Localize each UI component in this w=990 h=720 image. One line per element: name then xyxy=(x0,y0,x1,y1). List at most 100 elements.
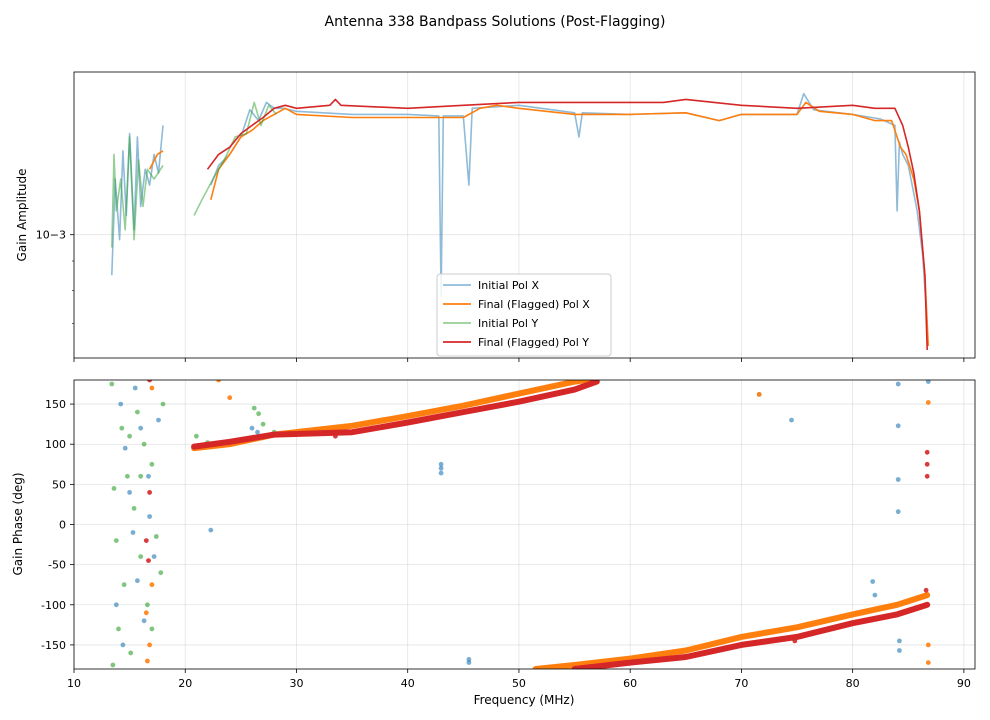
x-tick-label: 40 xyxy=(401,677,415,690)
phase-point-initial_y xyxy=(125,473,130,479)
phase-point-initial_x xyxy=(895,381,901,387)
phase-point-initial_x xyxy=(141,618,147,624)
amp-series-line-final_x xyxy=(148,150,164,170)
phase-dense-track-final_y xyxy=(571,601,931,669)
x-tick-label: 90 xyxy=(957,677,971,690)
amplitude-y-label: Gain Amplitude xyxy=(15,169,29,262)
phase-point-initial_x xyxy=(438,470,444,476)
phase-point-initial_x xyxy=(895,477,901,482)
amp-series-line-initial_x xyxy=(210,92,928,324)
legend-box xyxy=(436,273,612,357)
phase-point-initial_y xyxy=(116,626,121,632)
phase-y-tick-label: -150 xyxy=(41,639,66,652)
phase-point-final_y xyxy=(924,473,930,479)
x-tick-label: 30 xyxy=(289,677,303,690)
amplitude-ticks: 10−3 xyxy=(36,229,965,362)
x-tick-label: 20 xyxy=(178,677,192,690)
phase-point-final_y xyxy=(143,538,149,543)
phase-point-initial_x xyxy=(147,514,153,519)
phase-point-initial_x xyxy=(870,579,876,584)
x-tick-label: 60 xyxy=(623,677,637,690)
legend-label-final_y: Final (Flagged) Pol Y xyxy=(478,336,589,349)
phase-point-final_x xyxy=(925,660,931,665)
phase-point-initial_x xyxy=(151,554,157,559)
amp-series-line-initial_x xyxy=(111,125,164,276)
phase-point-initial_y xyxy=(131,506,137,511)
legend-label-initial_y: Initial Pol Y xyxy=(478,317,538,330)
phase-ticks: 10 20 30 40 50 60 70 80 90 150 100 50 0 -50 -100 -150 xyxy=(41,398,971,690)
phase-point-final_y xyxy=(147,380,152,383)
legend-label-initial_x: Initial Pol X xyxy=(478,279,539,292)
phase-point-final_y xyxy=(924,449,930,455)
amplitude-panel: 10−3 Gain Amplitude Initial Pol X Final (… xyxy=(15,71,976,362)
phase-point-final_y xyxy=(147,490,153,495)
phase-point-initial_y xyxy=(109,381,115,387)
phase-point-initial_y xyxy=(149,626,155,632)
phase-point-initial_x xyxy=(120,642,126,648)
amp-series-line-final_y xyxy=(206,98,928,351)
phase-point-initial_x xyxy=(132,385,138,391)
phase-point-initial_x xyxy=(925,380,931,384)
phase-point-initial_y xyxy=(138,473,144,479)
phase-point-final_y xyxy=(333,433,338,439)
phase-y-tick-label: 50 xyxy=(52,478,66,491)
phase-panel: 10 20 30 40 50 60 70 80 90 150 100 50 0 -50 -100 -150 G… xyxy=(11,379,976,707)
phase-point-initial_x xyxy=(438,465,444,471)
phase-point-initial_y xyxy=(141,441,147,447)
phase-point-initial_y xyxy=(260,421,266,427)
amp-y-tick-label: 10−3 xyxy=(36,229,66,242)
phase-point-initial_x xyxy=(118,401,124,407)
phase-point-initial_x xyxy=(895,423,901,429)
phase-point-initial_x xyxy=(438,461,444,467)
legend-label-final_x: Final (Flagged) Pol X xyxy=(478,298,590,311)
phase-point-initial_x xyxy=(872,592,878,598)
phase-point-initial_y xyxy=(160,401,166,407)
amp-series-line-initial_y xyxy=(111,136,164,248)
phase-point-final_x xyxy=(145,658,150,664)
phase-dense-track-final_y xyxy=(191,380,600,450)
phase-point-initial_y xyxy=(251,405,257,411)
phase-point-initial_x xyxy=(895,509,901,515)
phase-point-initial_y xyxy=(158,570,164,576)
phase-point-initial_y xyxy=(113,538,119,543)
phase-point-initial_y xyxy=(153,534,159,539)
phase-point-initial_x xyxy=(208,527,214,533)
phase-point-final_y xyxy=(792,638,798,644)
phase-point-initial_y xyxy=(111,486,117,491)
phase-point-initial_x xyxy=(466,660,472,665)
phase-point-initial_y xyxy=(127,433,132,439)
phase-point-initial_y xyxy=(149,461,155,467)
phase-point-initial_x xyxy=(130,530,136,535)
phase-plot-area xyxy=(109,380,931,669)
phase-point-final_x xyxy=(227,395,233,401)
phase-point-final_x xyxy=(216,380,221,383)
amp-series-line-final_x xyxy=(210,101,930,347)
phase-point-initial_y xyxy=(121,582,127,588)
phase-point-initial_y xyxy=(256,411,261,417)
phase-point-final_x xyxy=(925,642,931,648)
x-tick-label: 10 xyxy=(67,677,81,690)
phase-point-initial_x xyxy=(135,578,140,584)
x-tick-label: 50 xyxy=(512,677,526,690)
phase-y-tick-label: 100 xyxy=(45,438,66,451)
phase-point-initial_y xyxy=(138,554,144,559)
phase-point-initial_x xyxy=(138,425,144,431)
x-axis-label: Frequency (MHz) xyxy=(474,693,575,707)
phase-y-tick-label: -100 xyxy=(41,599,66,612)
phase-point-final_x xyxy=(149,582,155,588)
phase-point-initial_x xyxy=(146,473,151,479)
legend: Initial Pol X Final (Flagged) Pol X Initia… xyxy=(436,273,612,357)
phase-point-initial_y xyxy=(119,425,125,431)
phase-point-initial_x xyxy=(255,429,260,435)
phase-y-tick-label: 0 xyxy=(59,519,66,532)
phase-point-initial_y xyxy=(110,662,116,668)
phase-y-tick-label: -50 xyxy=(48,559,66,572)
chart-title: Antenna 338 Bandpass Solutions (Post-Fla… xyxy=(325,14,666,30)
x-tick-label: 80 xyxy=(846,677,860,690)
phase-point-final_x xyxy=(756,392,762,397)
phase-point-final_x xyxy=(143,610,149,616)
phase-point-final_x xyxy=(149,385,155,391)
phase-point-final_x xyxy=(925,400,931,405)
phase-point-initial_y xyxy=(135,409,140,415)
